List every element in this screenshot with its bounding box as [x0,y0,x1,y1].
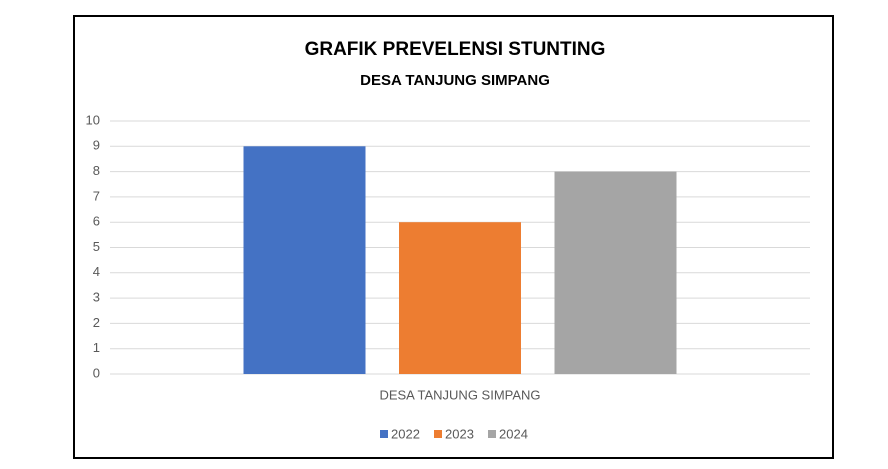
legend-label: 2022 [391,426,420,441]
y-tick-label: 9 [93,138,100,153]
legend-swatch [434,430,442,438]
chart-title: GRAFIK PREVELENSI STUNTING [305,39,606,60]
bar [399,222,521,374]
legend-label: 2023 [445,426,474,441]
y-tick-label: 10 [86,112,100,127]
legend-label: 2024 [499,426,528,441]
legend-swatch [380,430,388,438]
y-tick-label: 8 [93,163,100,178]
y-tick-label: 1 [93,340,100,355]
bar [243,146,366,374]
x-tick-label: DESA TANJUNG SIMPANG [379,387,540,402]
y-tick-label: 6 [93,214,100,229]
y-tick-label: 4 [93,264,100,279]
y-tick-label: 7 [93,188,100,203]
y-tick-label: 2 [93,315,100,330]
y-tick-label: 5 [93,239,100,254]
y-tick-label: 3 [93,290,100,305]
bar [554,171,677,374]
legend-swatch [488,430,496,438]
chart-subtitle: DESA TANJUNG SIMPANG [360,72,550,89]
y-tick-label: 0 [93,365,100,380]
